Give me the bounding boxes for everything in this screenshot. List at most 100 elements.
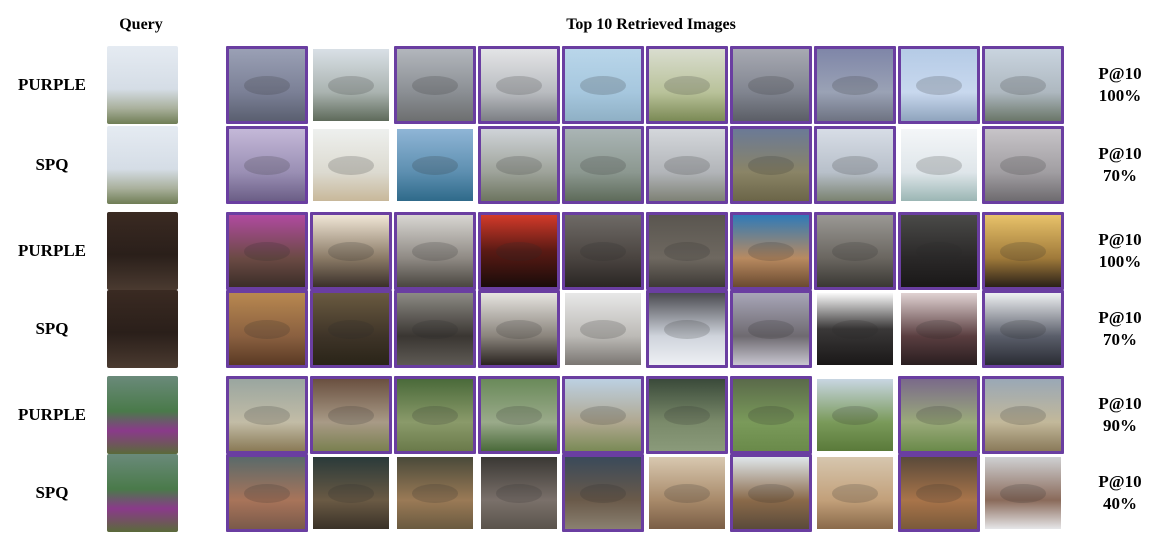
retrieved-image-relevant [982,46,1064,124]
image-subject [664,76,710,96]
image-subject [412,242,458,262]
image-subject [916,484,962,504]
retrieval-row: PURPLE P@10 100% [0,46,1162,124]
image-subject [832,406,878,426]
retrieved-image-relevant [478,376,560,454]
image-subject [832,484,878,504]
retrieval-row: PURPLE P@10 100% [0,212,1162,290]
image-subject [328,320,374,340]
image-subject [748,320,794,340]
image-subject [832,76,878,96]
retrieved-image-irrelevant [310,46,392,124]
metric-label: P@10 [1098,64,1142,83]
image-subject [328,76,374,96]
metric-label: P@10 [1098,308,1142,327]
retrieval-row: PURPLE P@10 90% [0,376,1162,454]
image-subject [1000,242,1046,262]
retrieved-image-irrelevant [310,126,392,204]
image-subject [496,406,542,426]
retrieved-image-relevant [562,454,644,532]
metric-value: 100% [1098,86,1142,105]
metric-value: 70% [1103,330,1137,349]
image-subject [664,156,710,176]
retrieved-image-relevant [310,290,392,368]
precision-metric: P@10 90% [1080,376,1160,454]
metric-label: P@10 [1098,394,1142,413]
retrieval-row: SPQ P@10 70% [0,290,1162,368]
image-subject [496,156,542,176]
image-subject [412,484,458,504]
retrieved-image-relevant [982,212,1064,290]
precision-metric: P@10 70% [1080,126,1160,204]
image-subject [1000,406,1046,426]
retrieved-image-irrelevant [646,454,728,532]
image-subject [748,484,794,504]
retrieved-image-relevant [982,126,1064,204]
retrieved-image-relevant [478,46,560,124]
image-subject [748,156,794,176]
retrieved-image-irrelevant [898,126,980,204]
method-label: SPQ [35,483,69,502]
retrieved-image-relevant [226,376,308,454]
image-subject [412,406,458,426]
retrieved-images [226,454,1076,532]
metric-value: 90% [1103,416,1137,435]
metric-value: 70% [1103,166,1137,185]
retrieved-image-relevant [898,376,980,454]
retrieved-image-relevant [226,46,308,124]
retrieved-image-relevant [478,290,560,368]
retrieved-image-relevant [814,212,896,290]
image-subject [664,242,710,262]
image-subject [496,320,542,340]
query-image [107,376,178,454]
query-image [107,46,178,124]
retrieved-image-relevant [646,212,728,290]
image-subject [832,156,878,176]
retrieved-image-relevant [646,126,728,204]
retrieval-row: SPQ P@10 40% [0,454,1162,532]
retrieved-image-relevant [226,126,308,204]
retrieved-image-relevant [646,46,728,124]
retrieved-image-relevant [394,46,476,124]
image-subject [916,242,962,262]
image-subject [916,320,962,340]
retrieval-row: SPQ P@10 70% [0,126,1162,204]
retrieved-image-relevant [646,290,728,368]
method-label: PURPLE [18,405,86,424]
retrieved-image-relevant [226,290,308,368]
retrieved-image-relevant [478,126,560,204]
retrieved-images [226,212,1076,290]
query-image [107,454,178,532]
image-subject [748,406,794,426]
image-subject [580,320,626,340]
image-subject [496,242,542,262]
image-subject [580,76,626,96]
image-subject [748,76,794,96]
retrieved-image-relevant [730,126,812,204]
image-subject [580,242,626,262]
metric-label: P@10 [1098,144,1142,163]
precision-metric: P@10 100% [1080,212,1160,290]
method-label: PURPLE [18,75,86,94]
image-subject [328,484,374,504]
retrieved-image-relevant [814,46,896,124]
retrieved-image-irrelevant [814,290,896,368]
image-subject [1000,156,1046,176]
retrieved-image-relevant [730,290,812,368]
image-subject [244,484,290,504]
retrieved-image-relevant [898,212,980,290]
image-subject [496,484,542,504]
image-subject [244,156,290,176]
retrieved-image-irrelevant [310,454,392,532]
precision-metric: P@10 100% [1080,46,1160,124]
retrieved-image-relevant [898,454,980,532]
retrieved-image-relevant [730,376,812,454]
query-image [107,290,178,368]
image-subject [1000,320,1046,340]
retrieved-image-relevant [730,212,812,290]
image-subject [664,320,710,340]
retrieved-image-irrelevant [814,376,896,454]
retrieved-image-relevant [814,126,896,204]
image-subject [916,406,962,426]
image-subject [412,76,458,96]
